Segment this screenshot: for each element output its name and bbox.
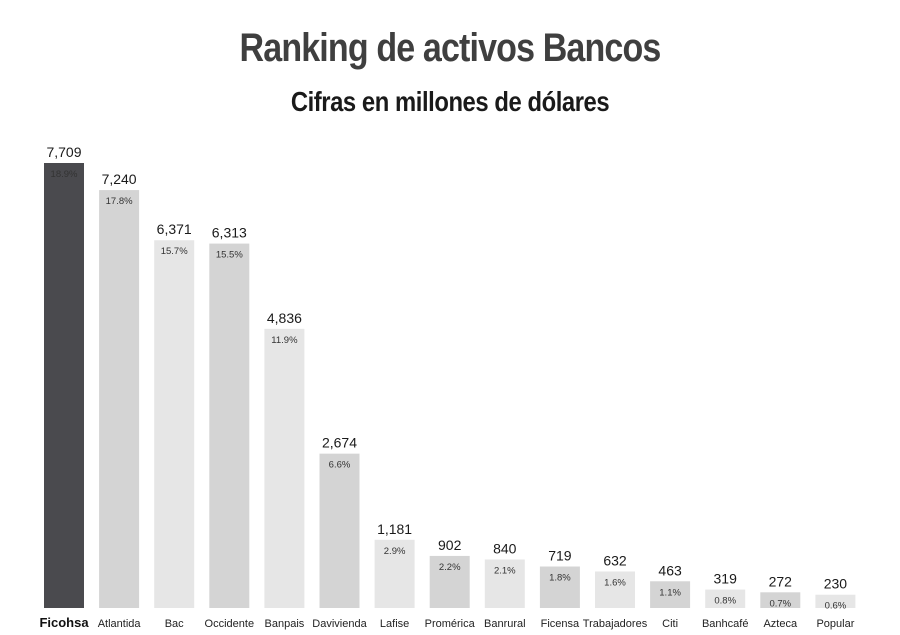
share-label-15: 0.6% xyxy=(825,601,847,612)
bar-1 xyxy=(44,163,84,608)
category-label-12: Citi xyxy=(662,618,678,630)
share-label-10: 1.8% xyxy=(549,572,571,583)
value-label-1: 7,709 xyxy=(46,144,81,160)
category-label-4: Occidente xyxy=(205,618,255,630)
bar-8 xyxy=(429,555,470,608)
category-label-1: Ficohsa xyxy=(39,615,89,630)
category-label-5: Banpais xyxy=(265,618,305,630)
value-label-13: 319 xyxy=(714,571,738,587)
share-label-6: 6.6% xyxy=(329,460,351,471)
bar-2 xyxy=(99,190,140,608)
category-label-6: Davivienda xyxy=(312,618,367,630)
category-label-15: Popular xyxy=(816,618,854,630)
bar-14 xyxy=(760,592,801,608)
value-label-10: 719 xyxy=(548,547,572,563)
bar-11 xyxy=(595,571,635,608)
bar-10 xyxy=(539,566,580,608)
value-label-9: 840 xyxy=(493,541,517,557)
bar-6 xyxy=(319,453,360,608)
bar-13 xyxy=(705,589,746,608)
bar-9 xyxy=(484,559,525,608)
share-label-9: 2.1% xyxy=(494,566,516,577)
value-label-8: 902 xyxy=(438,537,462,553)
bar-3 xyxy=(154,240,195,608)
share-label-4: 15.5% xyxy=(216,250,243,261)
bar-15 xyxy=(815,594,856,608)
category-label-2: Atlantida xyxy=(98,618,142,630)
value-label-7: 1,181 xyxy=(377,521,412,537)
category-label-3: Bac xyxy=(165,618,184,630)
category-label-9: Banrural xyxy=(484,618,526,630)
value-label-3: 6,371 xyxy=(157,221,192,237)
category-label-7: Lafise xyxy=(380,618,409,630)
value-label-15: 230 xyxy=(824,576,848,592)
chart-subtitle: Cifras en millones de dólares xyxy=(290,86,610,117)
share-label-12: 1.1% xyxy=(659,587,681,598)
value-label-2: 7,240 xyxy=(102,171,137,187)
value-label-12: 463 xyxy=(658,562,682,578)
value-label-14: 272 xyxy=(769,573,793,589)
value-label-6: 2,674 xyxy=(322,435,357,451)
share-label-5: 11.9% xyxy=(271,335,298,346)
share-label-11: 1.6% xyxy=(604,578,626,589)
value-label-4: 6,313 xyxy=(212,225,247,241)
bar-12 xyxy=(650,581,691,608)
bar-7 xyxy=(374,539,415,608)
share-label-1: 18.9% xyxy=(51,169,78,180)
category-label-8: Promérica xyxy=(425,618,476,630)
share-label-2: 17.8% xyxy=(106,196,133,207)
category-label-14: Azteca xyxy=(763,618,798,630)
chart-title: Ranking de activos Bancos xyxy=(239,26,662,70)
share-label-13: 0.8% xyxy=(714,596,736,607)
bar-4 xyxy=(209,243,250,608)
category-label-10: Ficensa xyxy=(541,618,580,630)
share-label-8: 2.2% xyxy=(439,562,461,573)
bar-5 xyxy=(264,328,305,608)
value-label-5: 4,836 xyxy=(267,310,302,326)
share-label-14: 0.7% xyxy=(769,598,791,609)
value-label-11: 632 xyxy=(603,553,627,569)
category-label-13: Banhcafé xyxy=(702,618,748,630)
category-label-11: Trabajadores xyxy=(583,618,648,630)
share-label-3: 15.7% xyxy=(161,246,188,257)
share-label-7: 2.9% xyxy=(384,546,406,557)
